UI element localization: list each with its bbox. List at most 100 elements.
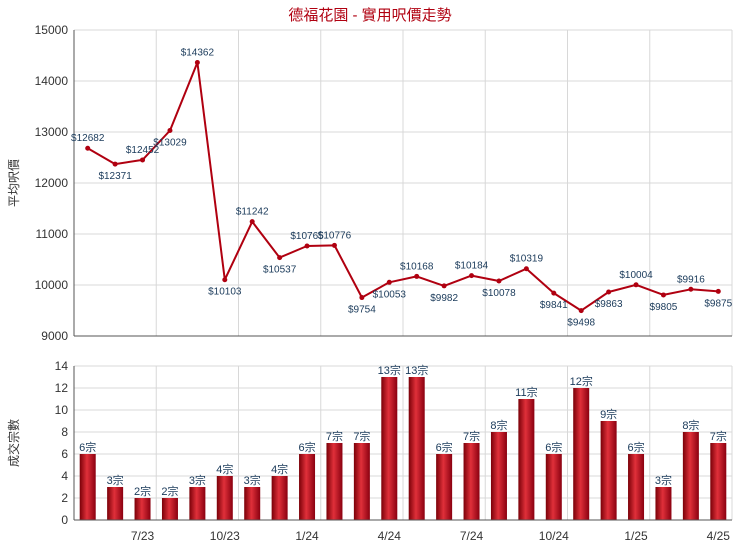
price-point bbox=[414, 273, 420, 279]
volume-bar bbox=[490, 432, 507, 520]
price-point bbox=[688, 286, 694, 292]
price-point bbox=[140, 157, 146, 163]
chart-title: 德福花園 - 實用呎價走勢 bbox=[288, 6, 451, 24]
y-tick-label: 8 bbox=[61, 425, 68, 439]
y-tick-label: 2 bbox=[61, 491, 68, 505]
y-tick-label: 4 bbox=[61, 469, 68, 483]
y-tick-label: 14000 bbox=[35, 74, 69, 88]
x-tick-label: 10/24 bbox=[539, 529, 569, 543]
volume-data-label: 4宗 bbox=[216, 462, 233, 476]
y-tick-label: 13000 bbox=[35, 125, 69, 139]
volume-data-label: 13宗 bbox=[405, 363, 428, 377]
price-point bbox=[551, 290, 557, 296]
price-point bbox=[523, 266, 529, 272]
y-tick-label: 12 bbox=[55, 381, 69, 395]
volume-bar bbox=[107, 487, 124, 520]
volume-bar bbox=[134, 498, 151, 520]
volume-data-label: 12宗 bbox=[570, 374, 593, 388]
volume-data-label: 7宗 bbox=[353, 429, 370, 443]
price-point bbox=[441, 283, 447, 289]
price-point bbox=[496, 278, 502, 284]
volume-data-label: 3宗 bbox=[244, 473, 261, 487]
volume-data-label: 3宗 bbox=[189, 473, 206, 487]
price-data-label: $10103 bbox=[208, 287, 242, 298]
x-tick-label: 7/23 bbox=[131, 529, 155, 543]
volume-data-label: 6宗 bbox=[627, 440, 644, 454]
volume-bar bbox=[326, 443, 343, 520]
volume-bar bbox=[299, 454, 316, 520]
x-tick-label: 1/25 bbox=[624, 529, 648, 543]
price-point bbox=[331, 242, 337, 248]
volume-bar bbox=[436, 454, 453, 520]
volume-bar bbox=[381, 377, 398, 520]
price-data-label: $12371 bbox=[98, 171, 132, 182]
x-tick-label: 4/25 bbox=[707, 529, 731, 543]
price-point bbox=[222, 277, 228, 283]
volume-bar bbox=[710, 443, 727, 520]
volume-bar bbox=[463, 443, 480, 520]
x-tick-label: 1/24 bbox=[295, 529, 319, 543]
y-tick-label: 0 bbox=[61, 513, 68, 527]
volume-data-label: 4宗 bbox=[271, 462, 288, 476]
volume-data-label: 2宗 bbox=[161, 484, 178, 498]
volume-data-label: 7宗 bbox=[326, 429, 343, 443]
volume-bar bbox=[655, 487, 672, 520]
volume-bar bbox=[573, 388, 590, 520]
price-data-label: $13029 bbox=[153, 138, 187, 149]
volume-data-label: 13宗 bbox=[378, 363, 401, 377]
y-tick-label: 15000 bbox=[35, 23, 69, 37]
price-data-label: $9875 bbox=[704, 298, 732, 309]
volume-bar bbox=[545, 454, 562, 520]
price-series-line bbox=[87, 61, 719, 312]
volume-data-label: 6宗 bbox=[545, 440, 562, 454]
price-data-label: $10053 bbox=[373, 289, 407, 300]
y-axis-label: 成交宗數 bbox=[6, 419, 21, 467]
price-data-label: $10004 bbox=[619, 270, 653, 281]
volume-bar bbox=[408, 377, 425, 520]
price-data-label: $11242 bbox=[236, 207, 269, 218]
price-data-label: $10537 bbox=[263, 265, 297, 276]
volume-data-label: 6宗 bbox=[298, 440, 315, 454]
volume-panel: 0 2 4 6 8 10 12 14 7/23 10/23 1/24 4/24 7/24 10/24 1/2… bbox=[6, 359, 733, 543]
y-tick-label: 14 bbox=[55, 359, 69, 373]
price-data-label: $10765 bbox=[290, 231, 324, 242]
price-data-label: $14362 bbox=[181, 48, 215, 59]
price-point bbox=[578, 308, 584, 314]
price-point bbox=[249, 219, 255, 225]
price-data-label: $10078 bbox=[482, 288, 516, 299]
price-data-label: $10319 bbox=[510, 254, 544, 265]
price-point bbox=[277, 255, 283, 261]
price-data-label: $9754 bbox=[348, 305, 376, 316]
price-point bbox=[112, 161, 118, 167]
price-point bbox=[606, 289, 612, 295]
volume-data-label: 3宗 bbox=[107, 473, 124, 487]
price-point bbox=[85, 145, 91, 151]
price-data-label: $10168 bbox=[400, 261, 434, 272]
price-data-label: $9805 bbox=[650, 302, 678, 313]
x-tick-label: 10/23 bbox=[210, 529, 240, 543]
price-data-label: $10184 bbox=[455, 261, 489, 272]
volume-data-label: 6宗 bbox=[79, 440, 96, 454]
price-point bbox=[469, 273, 475, 279]
price-panel: 9000 10000 11000 12000 13000 14000 15000 平均呎價 $1… bbox=[7, 23, 733, 343]
volume-bar bbox=[189, 487, 206, 520]
volume-data-label: 8宗 bbox=[490, 418, 507, 432]
y-axis-label: 平均呎價 bbox=[7, 159, 21, 207]
volume-bar bbox=[682, 432, 699, 520]
volume-data-label: 9宗 bbox=[600, 407, 617, 421]
price-point bbox=[304, 243, 310, 249]
price-point bbox=[386, 279, 392, 285]
x-tick-label: 7/24 bbox=[460, 529, 484, 543]
price-data-label: $9841 bbox=[540, 300, 568, 311]
volume-data-label: 6宗 bbox=[436, 440, 453, 454]
volume-data-label: 7宗 bbox=[463, 429, 480, 443]
price-point bbox=[715, 288, 721, 294]
volume-bar bbox=[271, 476, 288, 520]
volume-bar bbox=[518, 399, 535, 520]
x-tick-label: 4/24 bbox=[378, 529, 402, 543]
y-tick-label: 10 bbox=[55, 403, 69, 417]
y-tick-label: 12000 bbox=[35, 176, 69, 190]
volume-bar bbox=[244, 487, 261, 520]
price-data-label: $9916 bbox=[677, 274, 705, 285]
